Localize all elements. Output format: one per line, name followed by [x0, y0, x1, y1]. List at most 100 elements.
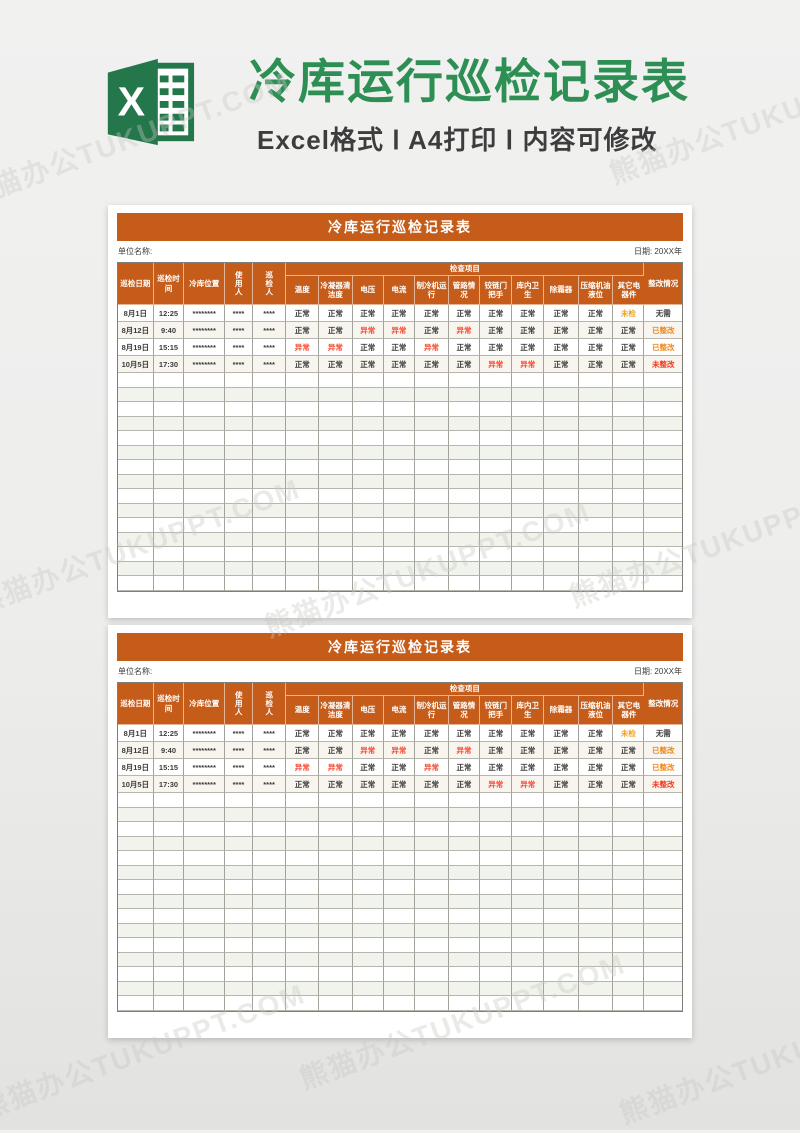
table-cell	[383, 474, 415, 489]
table-cell	[644, 909, 682, 924]
empty-row	[118, 547, 682, 562]
table-cell	[184, 909, 226, 924]
table-cell	[252, 373, 287, 388]
table-cell	[286, 518, 320, 533]
table-cell	[225, 923, 253, 938]
table-cell	[512, 836, 545, 851]
table-cell	[544, 851, 579, 866]
table-cell	[644, 373, 682, 388]
table-cell	[578, 938, 614, 953]
table-cell	[184, 489, 226, 504]
table-cell: 正常	[613, 339, 645, 356]
table-cell	[153, 503, 185, 518]
table-cell	[512, 561, 545, 576]
table-cell	[578, 793, 614, 808]
hero-text-block: 冷库运行巡检记录表 Excel格式 Ⅰ A4打印 Ⅰ 内容可修改	[249, 56, 690, 157]
table-cell	[352, 445, 384, 460]
table-cell: 8月12日	[118, 742, 154, 759]
column-header: 巡检日期	[118, 683, 154, 725]
svg-text:X: X	[118, 79, 146, 125]
table-cell	[184, 851, 226, 866]
table-cell	[286, 387, 320, 402]
table-cell	[448, 880, 481, 895]
table-cell	[118, 503, 154, 518]
table-cell	[252, 387, 287, 402]
table-cell	[153, 387, 185, 402]
table-cell: 正常	[613, 356, 645, 373]
table-cell	[578, 996, 614, 1011]
table-cell: 正常	[480, 742, 513, 759]
table-cell	[383, 431, 415, 446]
table-cell	[480, 952, 513, 967]
table-cell	[644, 387, 682, 402]
table-cell	[544, 373, 579, 388]
table-cell	[383, 865, 415, 880]
table-cell	[544, 489, 579, 504]
table-cell: 已整改	[644, 322, 682, 339]
table-cell	[153, 996, 185, 1011]
table-cell	[414, 387, 449, 402]
table-cell	[512, 880, 545, 895]
table-cell	[153, 909, 185, 924]
table-cell	[544, 952, 579, 967]
table-cell	[613, 909, 645, 924]
table-cell: 正常	[578, 339, 614, 356]
table-cell: 正常	[544, 322, 579, 339]
table-cell	[512, 532, 545, 547]
table-cell	[448, 532, 481, 547]
table-cell: 正常	[319, 725, 353, 742]
table-cell	[184, 416, 226, 431]
column-header: 使用人	[225, 683, 253, 725]
table-cell	[414, 561, 449, 576]
table-cell	[118, 996, 154, 1011]
table-cell: ****	[225, 305, 253, 322]
table-cell	[644, 996, 682, 1011]
table-cell: 异常	[512, 776, 545, 793]
table-cell	[352, 894, 384, 909]
empty-row	[118, 445, 682, 460]
table-cell: 正常	[512, 742, 545, 759]
table-cell	[414, 851, 449, 866]
table-cell: ****	[252, 725, 287, 742]
table-cell	[544, 518, 579, 533]
table-cell: 正常	[578, 742, 614, 759]
table-cell: 12:25	[153, 305, 185, 322]
table-cell	[644, 894, 682, 909]
table-cell: 正常	[480, 322, 513, 339]
column-header: 整改情况	[644, 263, 682, 305]
empty-row	[118, 431, 682, 446]
table-cell	[448, 431, 481, 446]
column-header: 温度	[286, 276, 320, 305]
table-cell: 正常	[480, 339, 513, 356]
table-cell	[383, 416, 415, 431]
table-cell	[118, 822, 154, 837]
table-cell	[512, 938, 545, 953]
table-cell	[153, 547, 185, 562]
table-cell	[480, 967, 513, 982]
table-cell	[383, 489, 415, 504]
table-cell	[319, 576, 353, 591]
table-cell	[383, 807, 415, 822]
table-cell	[252, 894, 287, 909]
table-cell	[414, 416, 449, 431]
table-cell	[613, 923, 645, 938]
table-cell: 异常	[383, 742, 415, 759]
table-cell: 异常	[319, 339, 353, 356]
table-cell	[225, 431, 253, 446]
table-cell	[512, 894, 545, 909]
table-cell	[383, 576, 415, 591]
empty-row	[118, 981, 682, 996]
table-cell	[286, 793, 320, 808]
table-cell	[184, 967, 226, 982]
table-cell	[286, 503, 320, 518]
table-cell: 未整改	[644, 776, 682, 793]
table-cell	[286, 431, 320, 446]
table-cell: ****	[252, 322, 287, 339]
column-header: 电压	[352, 696, 384, 725]
table-cell	[252, 938, 287, 953]
table-cell	[544, 561, 579, 576]
table-cell	[153, 981, 185, 996]
header-row: 巡检日期 巡检时间 冷库位置 使用人 巡检人 检查项目 整改情况	[118, 683, 682, 725]
table-cell	[352, 576, 384, 591]
table-cell: 正常	[319, 356, 353, 373]
